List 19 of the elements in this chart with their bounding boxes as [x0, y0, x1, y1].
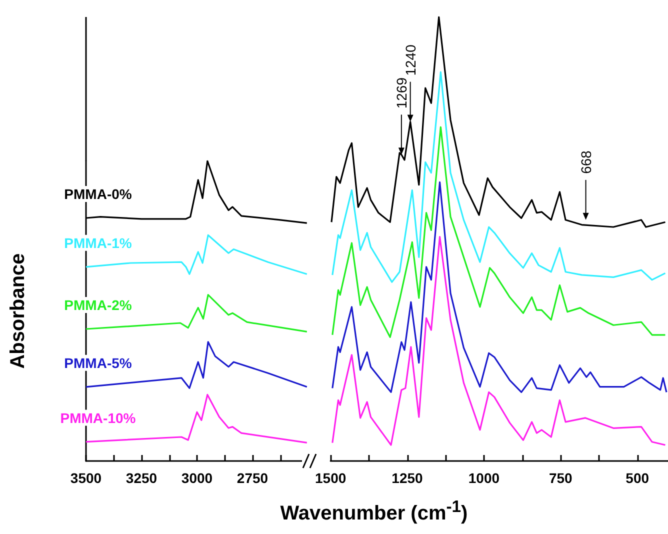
y-axis-title: Absorbance: [7, 253, 29, 369]
x-tick-label: 3000: [181, 470, 213, 486]
x-axis-title: Wavenumber (cm$^{-1}$): [280, 497, 468, 526]
series-label: PMMA-0%: [64, 186, 132, 202]
series-label: PMMA-5%: [64, 354, 132, 371]
x-tick-label: 1250: [392, 470, 424, 486]
series-label: PMMA-2%: [64, 297, 132, 313]
x-tick-label: 2750: [236, 470, 268, 486]
series-label: PMMA-10%: [60, 410, 136, 426]
x-tick-label: 1000: [468, 470, 500, 486]
annotation: 1240: [402, 44, 418, 76]
series-label: PMMA-1%: [64, 234, 132, 251]
annotation: 668: [578, 150, 594, 174]
x-tick-label: 1500: [314, 470, 346, 486]
x-tick-label: 500: [626, 470, 650, 486]
x-tick-label: 3250: [126, 470, 158, 486]
annotation: 1269: [393, 77, 410, 109]
x-tick-label: 750: [548, 470, 573, 486]
x-tick-label: 3500: [70, 470, 102, 486]
